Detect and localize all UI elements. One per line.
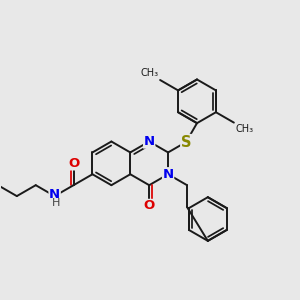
Text: N: N: [49, 188, 60, 201]
Text: N: N: [144, 135, 155, 148]
Text: CH₃: CH₃: [140, 68, 159, 79]
Text: O: O: [144, 200, 155, 212]
Text: CH₃: CH₃: [236, 124, 253, 134]
Text: N: N: [163, 168, 174, 181]
Text: O: O: [68, 157, 79, 170]
Text: S: S: [181, 135, 191, 150]
Text: H: H: [52, 198, 60, 208]
